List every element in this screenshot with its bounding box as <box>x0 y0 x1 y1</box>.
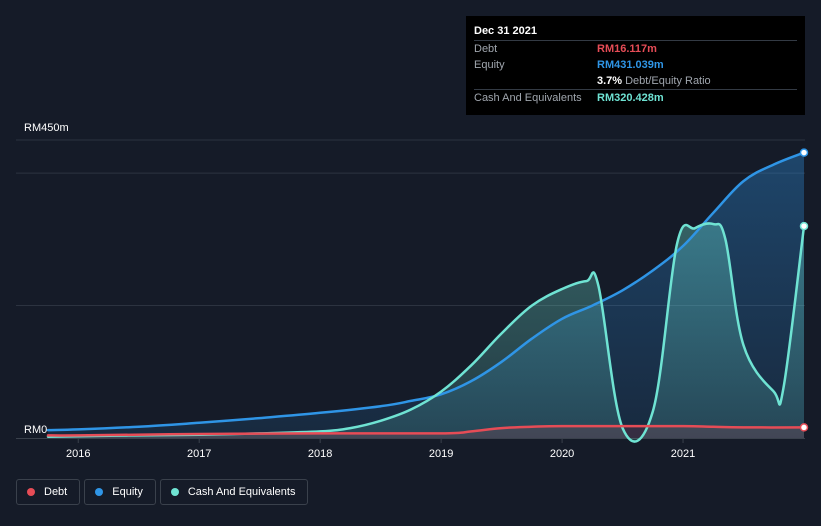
tooltip-cash-value: RM320.428m <box>597 92 664 104</box>
chart-tooltip: Dec 31 2021 Debt RM16.117m Equity RM431.… <box>466 16 805 115</box>
tooltip-debt-label: Debt <box>474 43 498 55</box>
equity-area <box>48 152 804 438</box>
tooltip-cash-row: Cash And Equivalents RM320.428m <box>474 90 797 106</box>
equity-dot-icon <box>95 488 104 496</box>
tooltip-ratio-row: 3.7% Debt/Equity Ratio <box>474 73 797 90</box>
tooltip-equity-value: RM431.039m <box>597 59 664 71</box>
equity-end-marker <box>799 148 809 157</box>
tooltip-equity-label: Equity <box>474 59 505 71</box>
x-tick-label: 2020 <box>550 448 574 460</box>
tooltip-cash-label: Cash And Equivalents <box>474 92 582 104</box>
x-tick-label: 2018 <box>308 448 332 460</box>
cash-dot-icon <box>170 488 179 496</box>
legend-cash-label: Cash And Equivalents <box>187 486 296 498</box>
chart-plot: RM450m RM0 2016 2017 2018 2019 2020 2021 <box>16 122 809 460</box>
chart-legend: Debt Equity Cash And Equivalents <box>16 479 309 507</box>
cash-area <box>48 223 804 442</box>
legend-debt-label: Debt <box>44 486 68 498</box>
debt-dot-icon <box>27 488 35 496</box>
legend-equity-label: Equity <box>112 486 143 498</box>
cash-end-marker <box>799 221 809 231</box>
equity-line <box>46 151 806 432</box>
tooltip-debt-value: RM16.117m <box>597 43 657 55</box>
tooltip-debt-row: Debt RM16.117m <box>474 41 797 57</box>
x-tick-label: 2019 <box>429 448 453 460</box>
y-tick-label: RM450m <box>24 122 69 134</box>
tooltip-equity-row: Equity RM431.039m <box>474 57 797 73</box>
tooltip-ratio-label: Debt/Equity Ratio <box>625 75 711 87</box>
x-tick-label: 2017 <box>187 448 211 460</box>
y-tick-label: RM0 <box>24 424 47 436</box>
legend-item-debt[interactable]: Debt <box>16 479 81 505</box>
cash-line <box>46 222 806 443</box>
legend-item-equity[interactable]: Equity <box>84 479 156 505</box>
tooltip-ratio-value: 3.7% <box>597 75 623 87</box>
debt-line <box>46 424 806 437</box>
tooltip-date: Dec 31 2021 <box>474 22 797 41</box>
legend-item-cash[interactable]: Cash And Equivalents <box>159 479 309 505</box>
x-tick-label: 2021 <box>671 448 695 460</box>
x-tick-label: 2016 <box>66 448 90 460</box>
debt-end-marker <box>799 423 809 432</box>
